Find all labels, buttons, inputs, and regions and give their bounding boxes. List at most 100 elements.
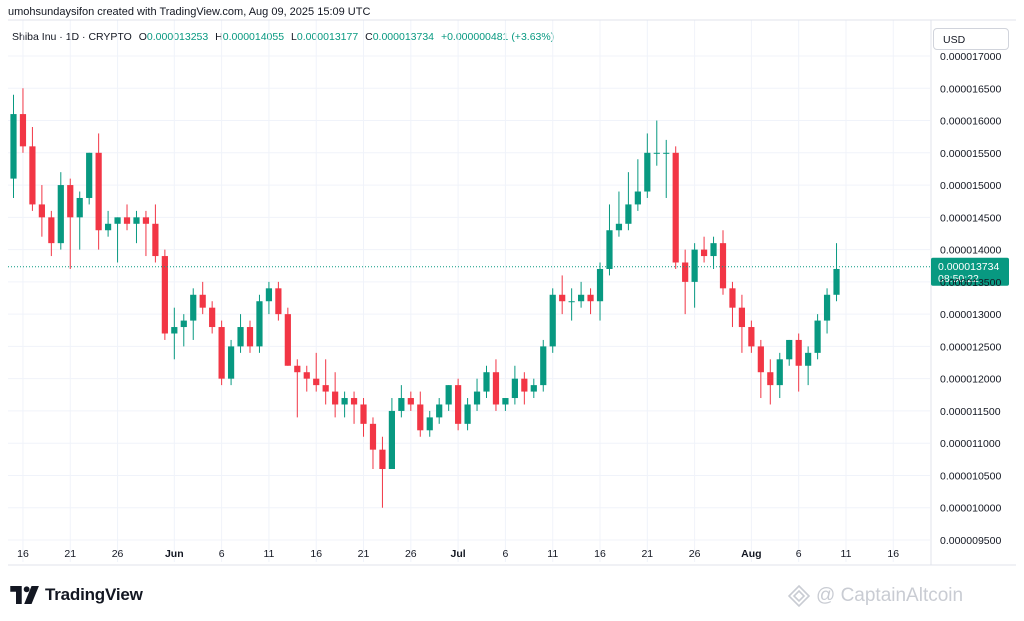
time-tick-label: Jul [451, 548, 466, 560]
symbol-title[interactable]: Shiba Inu · 1D · CRYPTO [12, 31, 132, 43]
time-tick-label: 11 [841, 548, 852, 560]
candle-up[interactable] [786, 339, 793, 366]
candle-up[interactable] [180, 314, 187, 347]
candle-down[interactable] [700, 236, 708, 263]
candle-down[interactable] [19, 88, 27, 153]
high-value: 0.000014055 [222, 31, 285, 43]
candle-down[interactable] [492, 359, 500, 411]
candle-down[interactable] [275, 281, 282, 321]
candle-down[interactable] [455, 378, 462, 431]
candle-up[interactable] [265, 281, 273, 315]
candle-up[interactable] [502, 398, 509, 411]
last-price-marker[interactable] [931, 257, 1009, 286]
tradingview-logo[interactable]: TradingView [10, 584, 143, 606]
candle-up[interactable] [86, 152, 93, 205]
candle-up[interactable] [540, 339, 547, 392]
candle-up[interactable] [710, 236, 717, 269]
candle-up[interactable] [776, 352, 783, 399]
candle-up[interactable] [133, 210, 140, 244]
candle-down[interactable] [38, 185, 45, 237]
candle-up[interactable] [644, 133, 651, 198]
candle-down[interactable] [209, 301, 216, 334]
candle-up[interactable] [190, 288, 197, 340]
price-axis[interactable]: 0.000017000 0.000016500 0.000016000 0.00001… [940, 51, 1001, 547]
candle-down[interactable] [748, 320, 755, 353]
candle-down[interactable] [682, 249, 689, 315]
candle-down[interactable] [142, 210, 150, 257]
candle-up[interactable] [256, 294, 263, 353]
candle-down[interactable] [67, 178, 74, 269]
candle-up[interactable] [227, 339, 235, 386]
candle-down[interactable] [95, 133, 102, 250]
candle-down[interactable] [199, 281, 206, 315]
candle-up[interactable] [445, 385, 452, 411]
candle-up[interactable] [171, 307, 178, 360]
candle-down[interactable] [303, 365, 310, 392]
candle-down[interactable] [729, 281, 736, 328]
candle-down[interactable] [559, 275, 566, 315]
candle-down[interactable] [417, 391, 424, 437]
candle-up[interactable] [114, 217, 121, 263]
candle-up[interactable] [464, 398, 471, 431]
candle-down[interactable] [332, 372, 339, 418]
candle-down[interactable] [719, 230, 727, 295]
candle-down[interactable] [313, 352, 320, 392]
candle-down[interactable] [48, 210, 55, 257]
candle-up[interactable] [341, 391, 348, 418]
time-axis[interactable]: 16 21 26 Jun 6 11 16 21 26 Jul 6 11 16 21 26 Aug 6 11 16 [17, 548, 899, 560]
candle-down[interactable] [369, 417, 377, 470]
candle-up[interactable] [436, 398, 443, 424]
candle-up[interactable] [530, 378, 537, 399]
candle-down[interactable] [29, 126, 36, 211]
candle-down[interactable] [218, 320, 225, 386]
candle-down[interactable] [757, 339, 764, 399]
candle-down[interactable] [123, 204, 131, 231]
candle-body [350, 398, 358, 405]
candle-down[interactable] [521, 372, 528, 405]
candle-up[interactable] [596, 262, 604, 321]
candle-up[interactable] [549, 288, 556, 353]
candle-up[interactable] [615, 191, 623, 237]
candle-down[interactable] [738, 294, 746, 353]
candle-down[interactable] [161, 249, 168, 340]
candle-up[interactable] [473, 378, 481, 411]
candle-up[interactable] [10, 94, 17, 198]
candle-up[interactable] [833, 243, 840, 302]
candle-up[interactable] [606, 204, 613, 276]
candle-up[interactable] [568, 288, 575, 321]
candle-up[interactable] [805, 346, 812, 386]
candle-up[interactable] [814, 314, 821, 360]
candle-down[interactable] [407, 391, 414, 411]
candle-down[interactable] [795, 333, 802, 392]
candle-up[interactable] [625, 172, 632, 231]
candle-down[interactable] [350, 391, 358, 424]
candle-up[interactable] [823, 288, 831, 334]
candle-up[interactable] [483, 365, 490, 399]
candle-up[interactable] [691, 243, 698, 308]
candle-up[interactable] [398, 385, 405, 418]
candle-up[interactable] [57, 172, 64, 250]
candle-down[interactable] [767, 359, 774, 405]
candle-down[interactable] [587, 288, 594, 315]
candle-up[interactable] [237, 314, 244, 353]
currency-button[interactable]: USD [933, 28, 1009, 50]
candle-up[interactable] [578, 281, 585, 308]
candle-up[interactable] [76, 191, 83, 250]
candle-up[interactable] [511, 365, 518, 405]
candle-up[interactable] [634, 159, 641, 211]
candle-up[interactable] [388, 398, 395, 470]
candle-down[interactable] [246, 320, 254, 353]
candle-down[interactable] [322, 359, 329, 405]
candle-down[interactable] [379, 436, 386, 508]
candle-up[interactable] [653, 120, 660, 166]
candle-down[interactable] [672, 146, 679, 269]
candle-down[interactable] [152, 204, 159, 263]
candle-up[interactable] [663, 139, 670, 198]
candle-down[interactable] [294, 359, 301, 418]
candle-down[interactable] [360, 398, 367, 437]
candle-down[interactable] [284, 307, 291, 366]
candle-up[interactable] [426, 410, 433, 437]
candle-up[interactable] [105, 210, 112, 237]
